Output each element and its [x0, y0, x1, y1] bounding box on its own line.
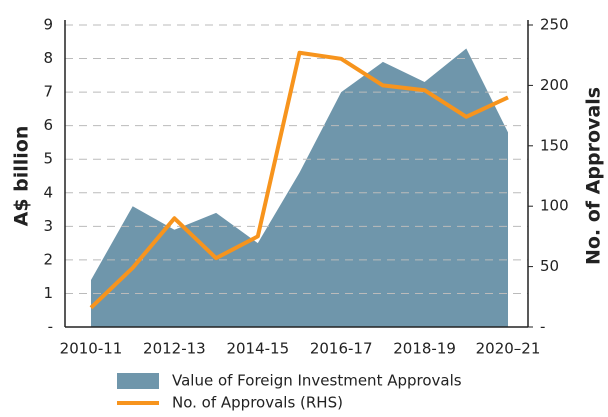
y2-tick-label: 150 — [540, 136, 569, 154]
y-tick-label: 4 — [43, 183, 53, 201]
y-tick-label: 7 — [43, 83, 53, 101]
x-tick-label: 2010-11 — [60, 340, 123, 358]
x-tick-label: 2014-15 — [226, 340, 289, 358]
y2-tick-label: 250 — [540, 16, 569, 34]
y-axis-title: A$ billion — [11, 126, 33, 227]
y-tick-label: 3 — [43, 217, 53, 235]
y-tick-label: 9 — [43, 16, 53, 34]
x-tick-label: 2016-17 — [310, 340, 373, 358]
y-tick-label: 6 — [43, 116, 53, 134]
y-tick-label: - — [48, 318, 53, 336]
y-tick-label: 5 — [43, 150, 53, 168]
x-tick-label: 2020–21 — [476, 340, 541, 358]
y-tick-label: 8 — [43, 49, 53, 67]
x-tick-label: 2012-13 — [143, 340, 206, 358]
area — [91, 48, 508, 327]
y2-tick-label: 100 — [540, 197, 569, 215]
y2-axis-title: No. of Approvals — [583, 87, 605, 265]
legend-label: Value of Foreign Investment Approvals — [172, 372, 462, 390]
y2-tick-label: 50 — [540, 257, 559, 275]
y2-tick-label: - — [540, 318, 545, 336]
y-tick-label: 1 — [43, 284, 53, 302]
line — [89, 50, 509, 310]
y-tick-label: 2 — [43, 250, 53, 268]
legend-swatch — [117, 373, 159, 389]
legend-label: No. of Approvals (RHS) — [172, 394, 343, 412]
y2-tick-label: 200 — [540, 76, 569, 94]
x-tick-label: 2018-19 — [393, 340, 456, 358]
